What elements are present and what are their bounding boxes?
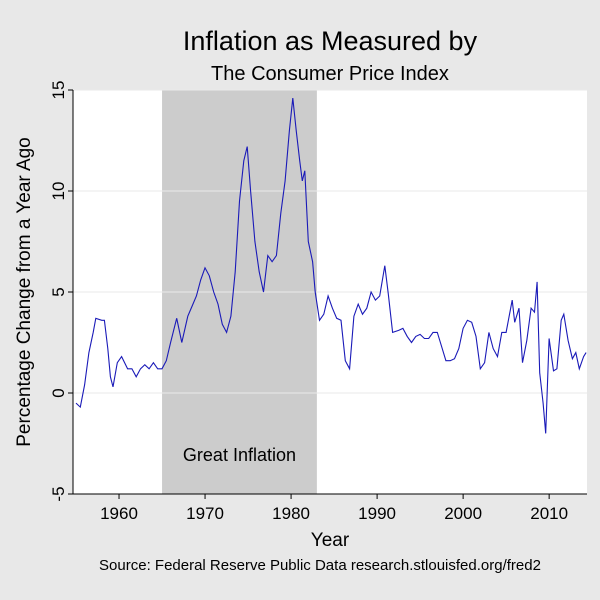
background-layer: Great Inflation: [73, 89, 587, 495]
source-note: Source: Federal Reserve Public Data rese…: [99, 557, 541, 574]
x-tick-label: 1960: [100, 504, 138, 523]
y-tick-label: 10: [49, 182, 68, 201]
data-line: [75, 98, 587, 434]
x-tick-label: 2010: [530, 504, 568, 523]
y-tick-label: -5: [49, 486, 68, 501]
y-tick-label: 15: [49, 81, 68, 100]
y-tick-label: 0: [49, 388, 68, 397]
chart-subtitle: The Consumer Price Index: [211, 63, 449, 85]
x-tick-label: 1990: [358, 504, 396, 523]
y-axis-label: Percentage Change from a Year Ago: [14, 137, 35, 447]
x-tick-label: 1980: [272, 504, 310, 523]
chart-title: Inflation as Measured by: [183, 26, 478, 56]
x-tick-label: 2000: [444, 504, 482, 523]
x-axis-label: Year: [311, 530, 350, 551]
x-tick-label: 1970: [186, 504, 224, 523]
y-tick-label: 5: [49, 287, 68, 296]
shade-label: Great Inflation: [183, 445, 296, 465]
